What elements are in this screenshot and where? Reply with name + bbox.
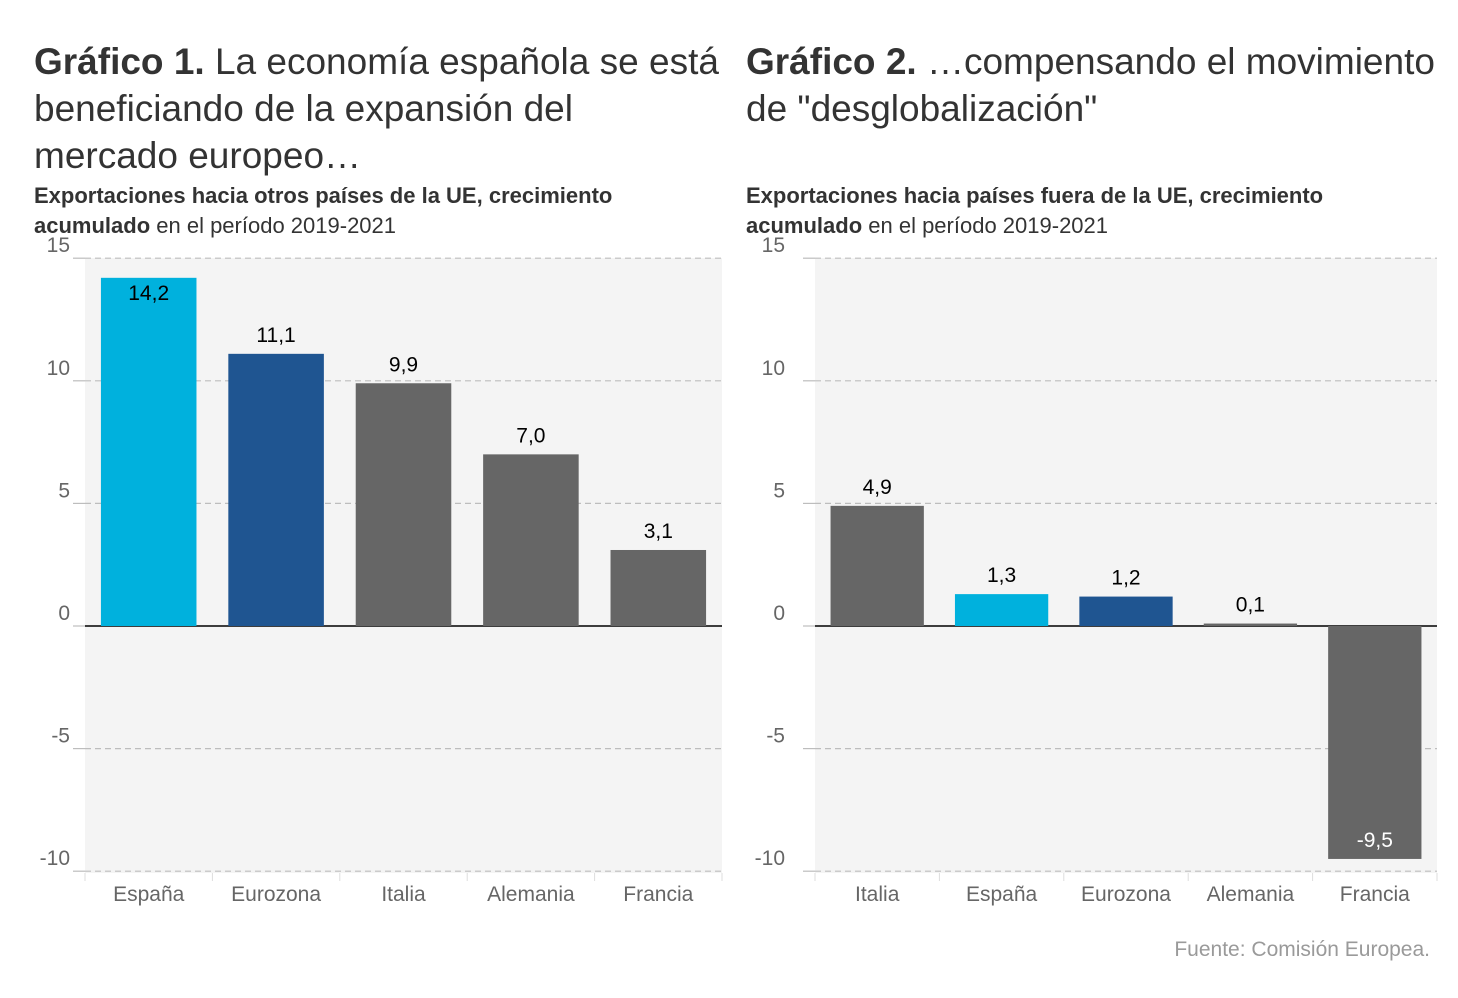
value-label: 9,9 <box>389 353 418 376</box>
x-tick-label: Eurozona <box>231 883 321 906</box>
chart-2-subtitle: Exportaciones hacia países fuera de la U… <box>746 181 1436 241</box>
y-tick-label: 15 <box>762 234 785 257</box>
y-tick-label: -5 <box>51 725 70 748</box>
y-tick-label: 5 <box>773 479 785 502</box>
bar-francia <box>610 549 707 626</box>
value-label: 3,1 <box>644 520 673 543</box>
value-label: 1,2 <box>1111 567 1140 590</box>
x-tick-label: Alemania <box>1207 883 1295 906</box>
x-tick-label: Francia <box>1340 883 1410 906</box>
value-label: 0,1 <box>1236 594 1265 617</box>
x-tick-label: Alemania <box>487 883 575 906</box>
y-tick-label: -10 <box>40 847 70 870</box>
y-tick-label: 15 <box>47 234 70 257</box>
y-tick-label: 0 <box>58 602 70 625</box>
y-tick-label: 10 <box>47 357 70 380</box>
chart-1-subtitle-rest: en el período 2019-2021 <box>150 213 397 238</box>
value-label: 14,2 <box>128 282 169 305</box>
bar-italia <box>830 505 924 626</box>
chart-2-title-rest: …compensando el movimiento de "desglobal… <box>746 41 1435 129</box>
bar-españa <box>100 277 197 626</box>
bar-alemania <box>483 454 579 626</box>
value-label: -9,5 <box>1357 829 1393 852</box>
bar-francia <box>1328 626 1422 859</box>
chart-1-title-rest: La economía española se está beneficiand… <box>34 41 719 176</box>
value-label: 7,0 <box>516 424 545 447</box>
y-tick-label: 5 <box>58 479 70 502</box>
x-tick-label: España <box>966 883 1038 906</box>
chart-2-subtitle-bold: Exportaciones hacia países fuera de la U… <box>746 183 1324 238</box>
value-label: 4,9 <box>863 476 892 499</box>
x-tick-label: Eurozona <box>1081 883 1171 906</box>
bar-italia <box>355 383 452 626</box>
y-tick-label: -10 <box>755 847 785 870</box>
chart-1-subtitle: Exportaciones hacia otros países de la U… <box>34 181 724 241</box>
x-tick-label: Italia <box>855 883 900 906</box>
bar-eurozona <box>1079 596 1173 626</box>
chart-2-subtitle-rest: en el período 2019-2021 <box>862 213 1109 238</box>
chart-1-title-bold: Gráfico 1. <box>34 41 205 82</box>
chart-2-plot: -10 -5 0 5 10 15 4,9 Italia 1,3 España 1,2 Eurozona… <box>755 234 1438 906</box>
bar-españa <box>954 594 1049 626</box>
chart-1-plot: -10 -5 0 5 10 15 14,2 España 11,1 Eurozona 9,9 Ital… <box>40 234 723 906</box>
y-tick-label: 0 <box>773 602 785 625</box>
chart-2-title-bold: Gráfico 2. <box>746 41 917 82</box>
chart-1-title: Gráfico 1. La economía española se está … <box>34 38 724 179</box>
bar-eurozona <box>228 353 324 626</box>
x-tick-label: Italia <box>381 883 426 906</box>
value-label: 11,1 <box>256 324 295 347</box>
value-label: 1,3 <box>987 564 1016 587</box>
y-tick-label: 10 <box>762 357 785 380</box>
chart-1-subtitle-bold: Exportaciones hacia otros países de la U… <box>34 183 613 238</box>
x-tick-label: España <box>113 883 185 906</box>
x-tick-label: Francia <box>623 883 693 906</box>
chart-2-title: Gráfico 2. …compensando el movimiento de… <box>746 38 1436 132</box>
source-note: Fuente: Comisión Europea. <box>1174 938 1430 961</box>
bar-alemania <box>1203 623 1298 626</box>
y-tick-label: -5 <box>766 725 785 748</box>
